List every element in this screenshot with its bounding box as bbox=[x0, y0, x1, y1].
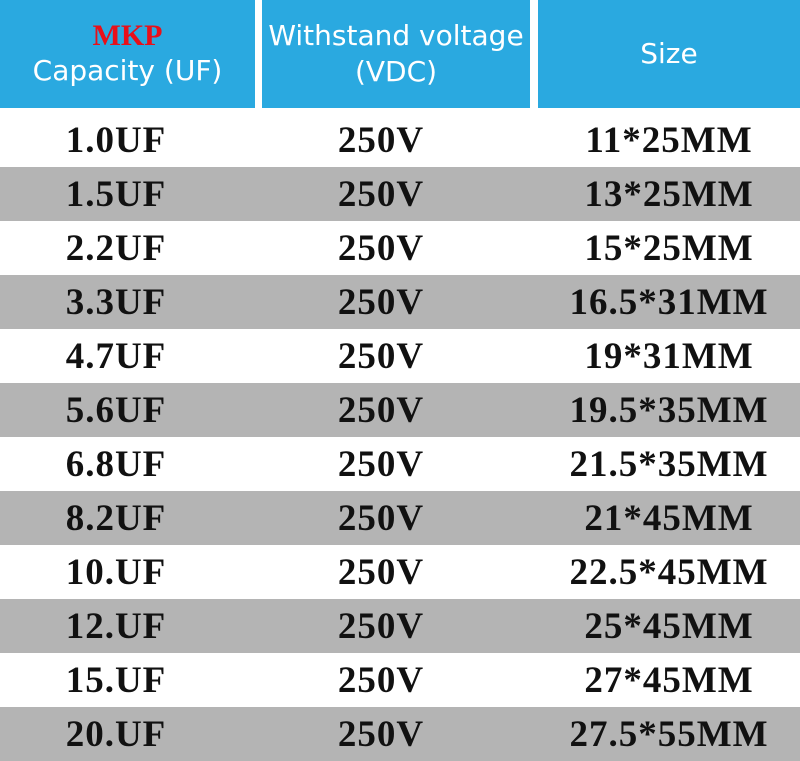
table-cell: 250V bbox=[337, 713, 425, 755]
table-row: 1.5UF 250V 13*25MM bbox=[0, 167, 800, 221]
table-row: 20.UF 250V 27.5*55MM bbox=[0, 707, 800, 761]
table-cell: 8.2UF bbox=[65, 497, 167, 539]
table-cell: 15*25MM bbox=[584, 227, 754, 269]
table-row: 12.UF 250V 25*45MM bbox=[0, 599, 800, 653]
table-cell: 13*25MM bbox=[584, 173, 754, 215]
table-cell: 6.8UF bbox=[65, 443, 167, 485]
header-cell: Withstand voltage (VDC) bbox=[262, 0, 530, 108]
table-cell: 250V bbox=[337, 605, 425, 647]
header-text: Size bbox=[640, 37, 698, 70]
table-row: 5.6UF 250V 19.5*35MM bbox=[0, 383, 800, 437]
table-row: 10.UF 250V 22.5*45MM bbox=[0, 545, 800, 599]
table-cell: 2.2UF bbox=[65, 227, 167, 269]
table-cell: 27.5*55MM bbox=[569, 713, 769, 755]
table-cell: 21.5*35MM bbox=[569, 443, 769, 485]
table-cell: 250V bbox=[337, 119, 425, 161]
table-cell: 10.UF bbox=[65, 551, 167, 593]
header-text: Capacity (UF) bbox=[32, 54, 223, 87]
table-row: 15.UF 250V 27*45MM bbox=[0, 653, 800, 707]
table-cell: 250V bbox=[337, 443, 425, 485]
table-cell: 250V bbox=[337, 497, 425, 539]
table-cell: 250V bbox=[337, 659, 425, 701]
table-row: 1.0UF 250V 11*25MM bbox=[0, 113, 800, 167]
header-text: MKP bbox=[92, 19, 163, 52]
table-cell: 12.UF bbox=[65, 605, 167, 647]
table-row: 6.8UF 250V 21.5*35MM bbox=[0, 437, 800, 491]
table-cell: 15.UF bbox=[65, 659, 167, 701]
table-cell: 22.5*45MM bbox=[569, 551, 769, 593]
table-cell: 4.7UF bbox=[65, 335, 167, 377]
table-row: 2.2UF 250V 15*25MM bbox=[0, 221, 800, 275]
table-cell: 250V bbox=[337, 389, 425, 431]
table-cell: 11*25MM bbox=[585, 119, 753, 161]
table-cell: 16.5*31MM bbox=[569, 281, 769, 323]
table-cell: 20.UF bbox=[65, 713, 167, 755]
table-cell: 1.5UF bbox=[65, 173, 167, 215]
header-text: (VDC) bbox=[354, 55, 438, 88]
table-cell: 250V bbox=[337, 281, 425, 323]
header-cell: MKP Capacity (UF) bbox=[0, 0, 255, 108]
table-row: 4.7UF 250V 19*31MM bbox=[0, 329, 800, 383]
table-cell: 250V bbox=[337, 227, 425, 269]
header-cell: Size bbox=[538, 0, 800, 108]
table-cell: 25*45MM bbox=[584, 605, 754, 647]
table-cell: 19.5*35MM bbox=[569, 389, 769, 431]
table-cell: 250V bbox=[337, 551, 425, 593]
table-cell: 21*45MM bbox=[584, 497, 754, 539]
table-cell: 5.6UF bbox=[65, 389, 167, 431]
table-cell: 1.0UF bbox=[65, 119, 167, 161]
table-cell: 3.3UF bbox=[65, 281, 167, 323]
table-row: 3.3UF 250V 16.5*31MM bbox=[0, 275, 800, 329]
table-cell: 27*45MM bbox=[584, 659, 754, 701]
header-text: Withstand voltage bbox=[268, 19, 524, 52]
table-cell: 250V bbox=[337, 335, 425, 377]
table-cell: 250V bbox=[337, 173, 425, 215]
table-cell: 19*31MM bbox=[584, 335, 754, 377]
table-row: 8.2UF 250V 21*45MM bbox=[0, 491, 800, 545]
